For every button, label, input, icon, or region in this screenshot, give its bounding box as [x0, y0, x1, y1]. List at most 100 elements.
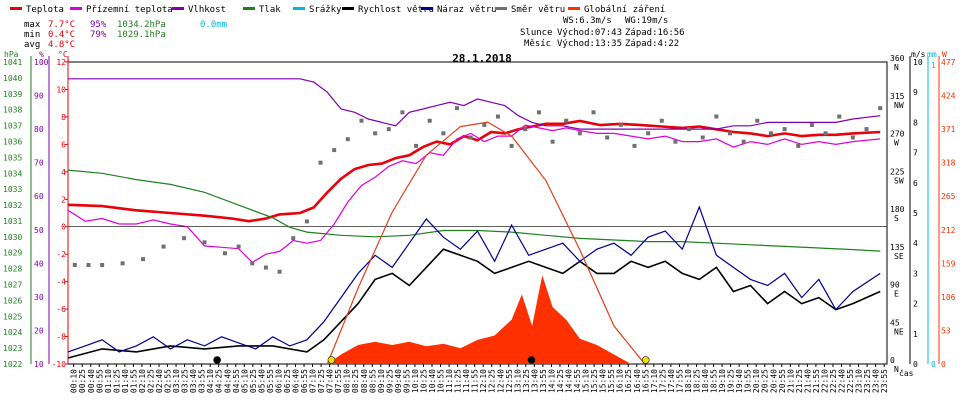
x-tick-label: 10:55 — [437, 369, 446, 393]
legend-label: Náraz větru — [437, 5, 497, 15]
stats-moon-label: Měsíc — [524, 39, 551, 49]
legend-swatch — [10, 7, 22, 10]
stats-panel: max 7.7°C 95% 1034.2hPa 0.0mm min 0.4°C … — [24, 16, 685, 50]
x-tick-label: 01:55 — [129, 369, 138, 393]
plot-area — [67, 78, 883, 365]
ms-tick: 8 — [913, 118, 918, 127]
x-tick-label: 06:40 — [292, 369, 301, 393]
temp-unit: °C — [58, 50, 68, 59]
stats-moon-rise: Východ:13:35 — [557, 39, 622, 49]
wind-direction-point — [202, 240, 207, 245]
x-tick-label: 10:25 — [419, 369, 428, 393]
x-tick-label: 15:40 — [599, 369, 608, 393]
w-tick: 53 — [941, 326, 951, 335]
x-tick-label: 19:10 — [718, 369, 727, 393]
mm-unit: mm — [927, 50, 937, 59]
dir-tick: 270 — [890, 130, 905, 139]
stats-avg-temp: 4.8°C — [48, 40, 75, 50]
wind-direction-point — [673, 139, 678, 144]
legend-swatch — [568, 7, 580, 10]
hpa-tick: 1028 — [3, 265, 22, 274]
temp-tick: 8 — [61, 113, 66, 122]
w-tick: 106 — [941, 293, 956, 302]
wind-direction-point — [495, 114, 500, 119]
hpa-tick: 1039 — [3, 90, 22, 99]
dir-tick: 45 — [890, 318, 900, 327]
dir-label: SW — [894, 176, 904, 185]
temp-tick: 4 — [61, 168, 66, 177]
x-tick-label: 02:10 — [138, 369, 147, 393]
stats-sun-set: Západ:16:56 — [625, 28, 685, 38]
wind-direction-point — [782, 127, 787, 132]
dir-label: N — [894, 63, 899, 72]
x-tick-label: 11:10 — [445, 369, 454, 393]
dir-tick: 90 — [890, 281, 900, 290]
dir-label: S — [894, 214, 899, 223]
pct-tick: 50 — [34, 226, 44, 235]
legend-swatch — [70, 7, 82, 10]
x-tick-label: 15:55 — [607, 369, 616, 393]
legend-swatch — [172, 7, 184, 10]
stats-wg: WG:19m/s — [625, 16, 668, 26]
x-tick-label: 13:25 — [522, 369, 531, 393]
legend-label: Teplota — [26, 5, 64, 15]
temp-tick: -2 — [56, 250, 66, 259]
x-tick-label: 23:10 — [855, 369, 864, 393]
wind-direction-point — [646, 131, 651, 136]
wind-direction-point — [809, 122, 814, 127]
chart-title: 28.1.2018 — [452, 52, 512, 65]
x-tick-label: 17:10 — [650, 369, 659, 393]
stats-min-press: 1029.1hPa — [117, 30, 166, 40]
wind-direction-point — [182, 236, 187, 241]
wind-direction-point — [550, 139, 555, 144]
hpa-tick: 1038 — [3, 106, 22, 115]
x-tick-label: 14:55 — [573, 369, 582, 393]
wind-direction-point — [482, 122, 487, 127]
wind-direction-point — [455, 106, 460, 111]
hpa-tick: 1026 — [3, 296, 22, 305]
legend-label: Směr větru — [511, 5, 565, 15]
ms-tick: 0 — [913, 360, 918, 369]
dir-label: W — [894, 139, 899, 148]
wind-direction-point — [263, 265, 268, 270]
x-tick-label: 05:10 — [240, 369, 249, 393]
pct-unit: % — [39, 50, 44, 59]
wind-direction-point — [618, 122, 623, 127]
series-rychlost-větru — [67, 248, 881, 359]
wind-direction-point — [605, 135, 610, 140]
temp-tick: 2 — [61, 195, 66, 204]
series-tlak — [67, 169, 881, 252]
x-tick-label: 17:55 — [675, 369, 684, 393]
wind-direction-point — [277, 269, 282, 274]
wind-direction-point — [427, 118, 432, 123]
x-tick-label: 00:55 — [95, 369, 104, 393]
wind-direction-point — [687, 127, 692, 132]
x-tick-label: 05:25 — [249, 369, 258, 393]
temp-tick: 6 — [61, 140, 66, 149]
x-tick-label: 14:40 — [565, 369, 574, 393]
temp-tick: 0 — [61, 223, 66, 232]
x-tick-label: 10:10 — [411, 369, 420, 393]
x-tick-label: 16:55 — [641, 369, 650, 393]
hpa-tick: 1037 — [3, 122, 22, 131]
x-tick-label: 03:10 — [172, 369, 181, 393]
wind-direction-point — [878, 106, 883, 111]
x-tick-label: 18:10 — [684, 369, 693, 393]
marker-moonset — [213, 356, 221, 364]
ms-tick: 10 — [913, 58, 923, 67]
x-tick-label: 19:25 — [727, 369, 736, 393]
x-tick-label: 20:25 — [761, 369, 770, 393]
legend-label: Vlhkost — [188, 5, 226, 15]
hpa-tick: 1030 — [3, 233, 22, 242]
pct-tick: 60 — [34, 192, 44, 201]
series-globální-záření-teoretické — [326, 121, 646, 365]
x-tick-label: 18:40 — [701, 369, 710, 393]
x-tick-label: 19:40 — [735, 369, 744, 393]
wind-direction-point — [837, 114, 842, 119]
x-tick-label: 22:25 — [829, 369, 838, 393]
x-tick-label: 00:10 — [70, 369, 79, 393]
x-tick-label: 22:40 — [838, 369, 847, 393]
wind-direction-point — [291, 236, 296, 241]
x-tick-label: 13:10 — [513, 369, 522, 393]
x-tick-label: 21:10 — [786, 369, 795, 393]
